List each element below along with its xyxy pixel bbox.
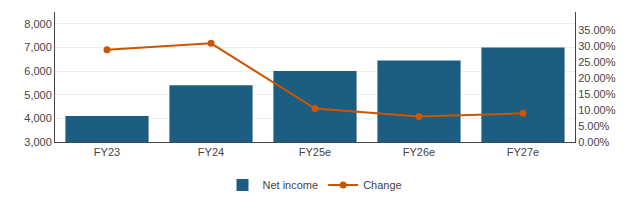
svg-text:FY27e: FY27e bbox=[507, 146, 539, 158]
svg-text:35.00%: 35.00% bbox=[578, 24, 616, 36]
svg-text:Change: Change bbox=[363, 179, 402, 191]
svg-text:7,000: 7,000 bbox=[24, 41, 52, 53]
svg-text:FY26e: FY26e bbox=[403, 146, 435, 158]
svg-text:30.00%: 30.00% bbox=[578, 40, 616, 52]
svg-text:0.00%: 0.00% bbox=[578, 136, 609, 148]
svg-text:5.00%: 5.00% bbox=[578, 120, 609, 132]
svg-text:FY25e: FY25e bbox=[299, 146, 331, 158]
svg-text:5,000: 5,000 bbox=[24, 89, 52, 101]
svg-text:FY23: FY23 bbox=[94, 146, 120, 158]
svg-text:15.00%: 15.00% bbox=[578, 88, 616, 100]
svg-text:20.00%: 20.00% bbox=[578, 72, 616, 84]
svg-text:8,000: 8,000 bbox=[24, 18, 52, 30]
svg-text:Net income: Net income bbox=[263, 179, 319, 191]
svg-text:10.00%: 10.00% bbox=[578, 104, 616, 116]
svg-text:3,000: 3,000 bbox=[24, 136, 52, 148]
svg-text:25.00%: 25.00% bbox=[578, 56, 616, 68]
svg-text:FY24: FY24 bbox=[198, 146, 224, 158]
svg-text:4,000: 4,000 bbox=[24, 112, 52, 124]
svg-text:6,000: 6,000 bbox=[24, 65, 52, 77]
